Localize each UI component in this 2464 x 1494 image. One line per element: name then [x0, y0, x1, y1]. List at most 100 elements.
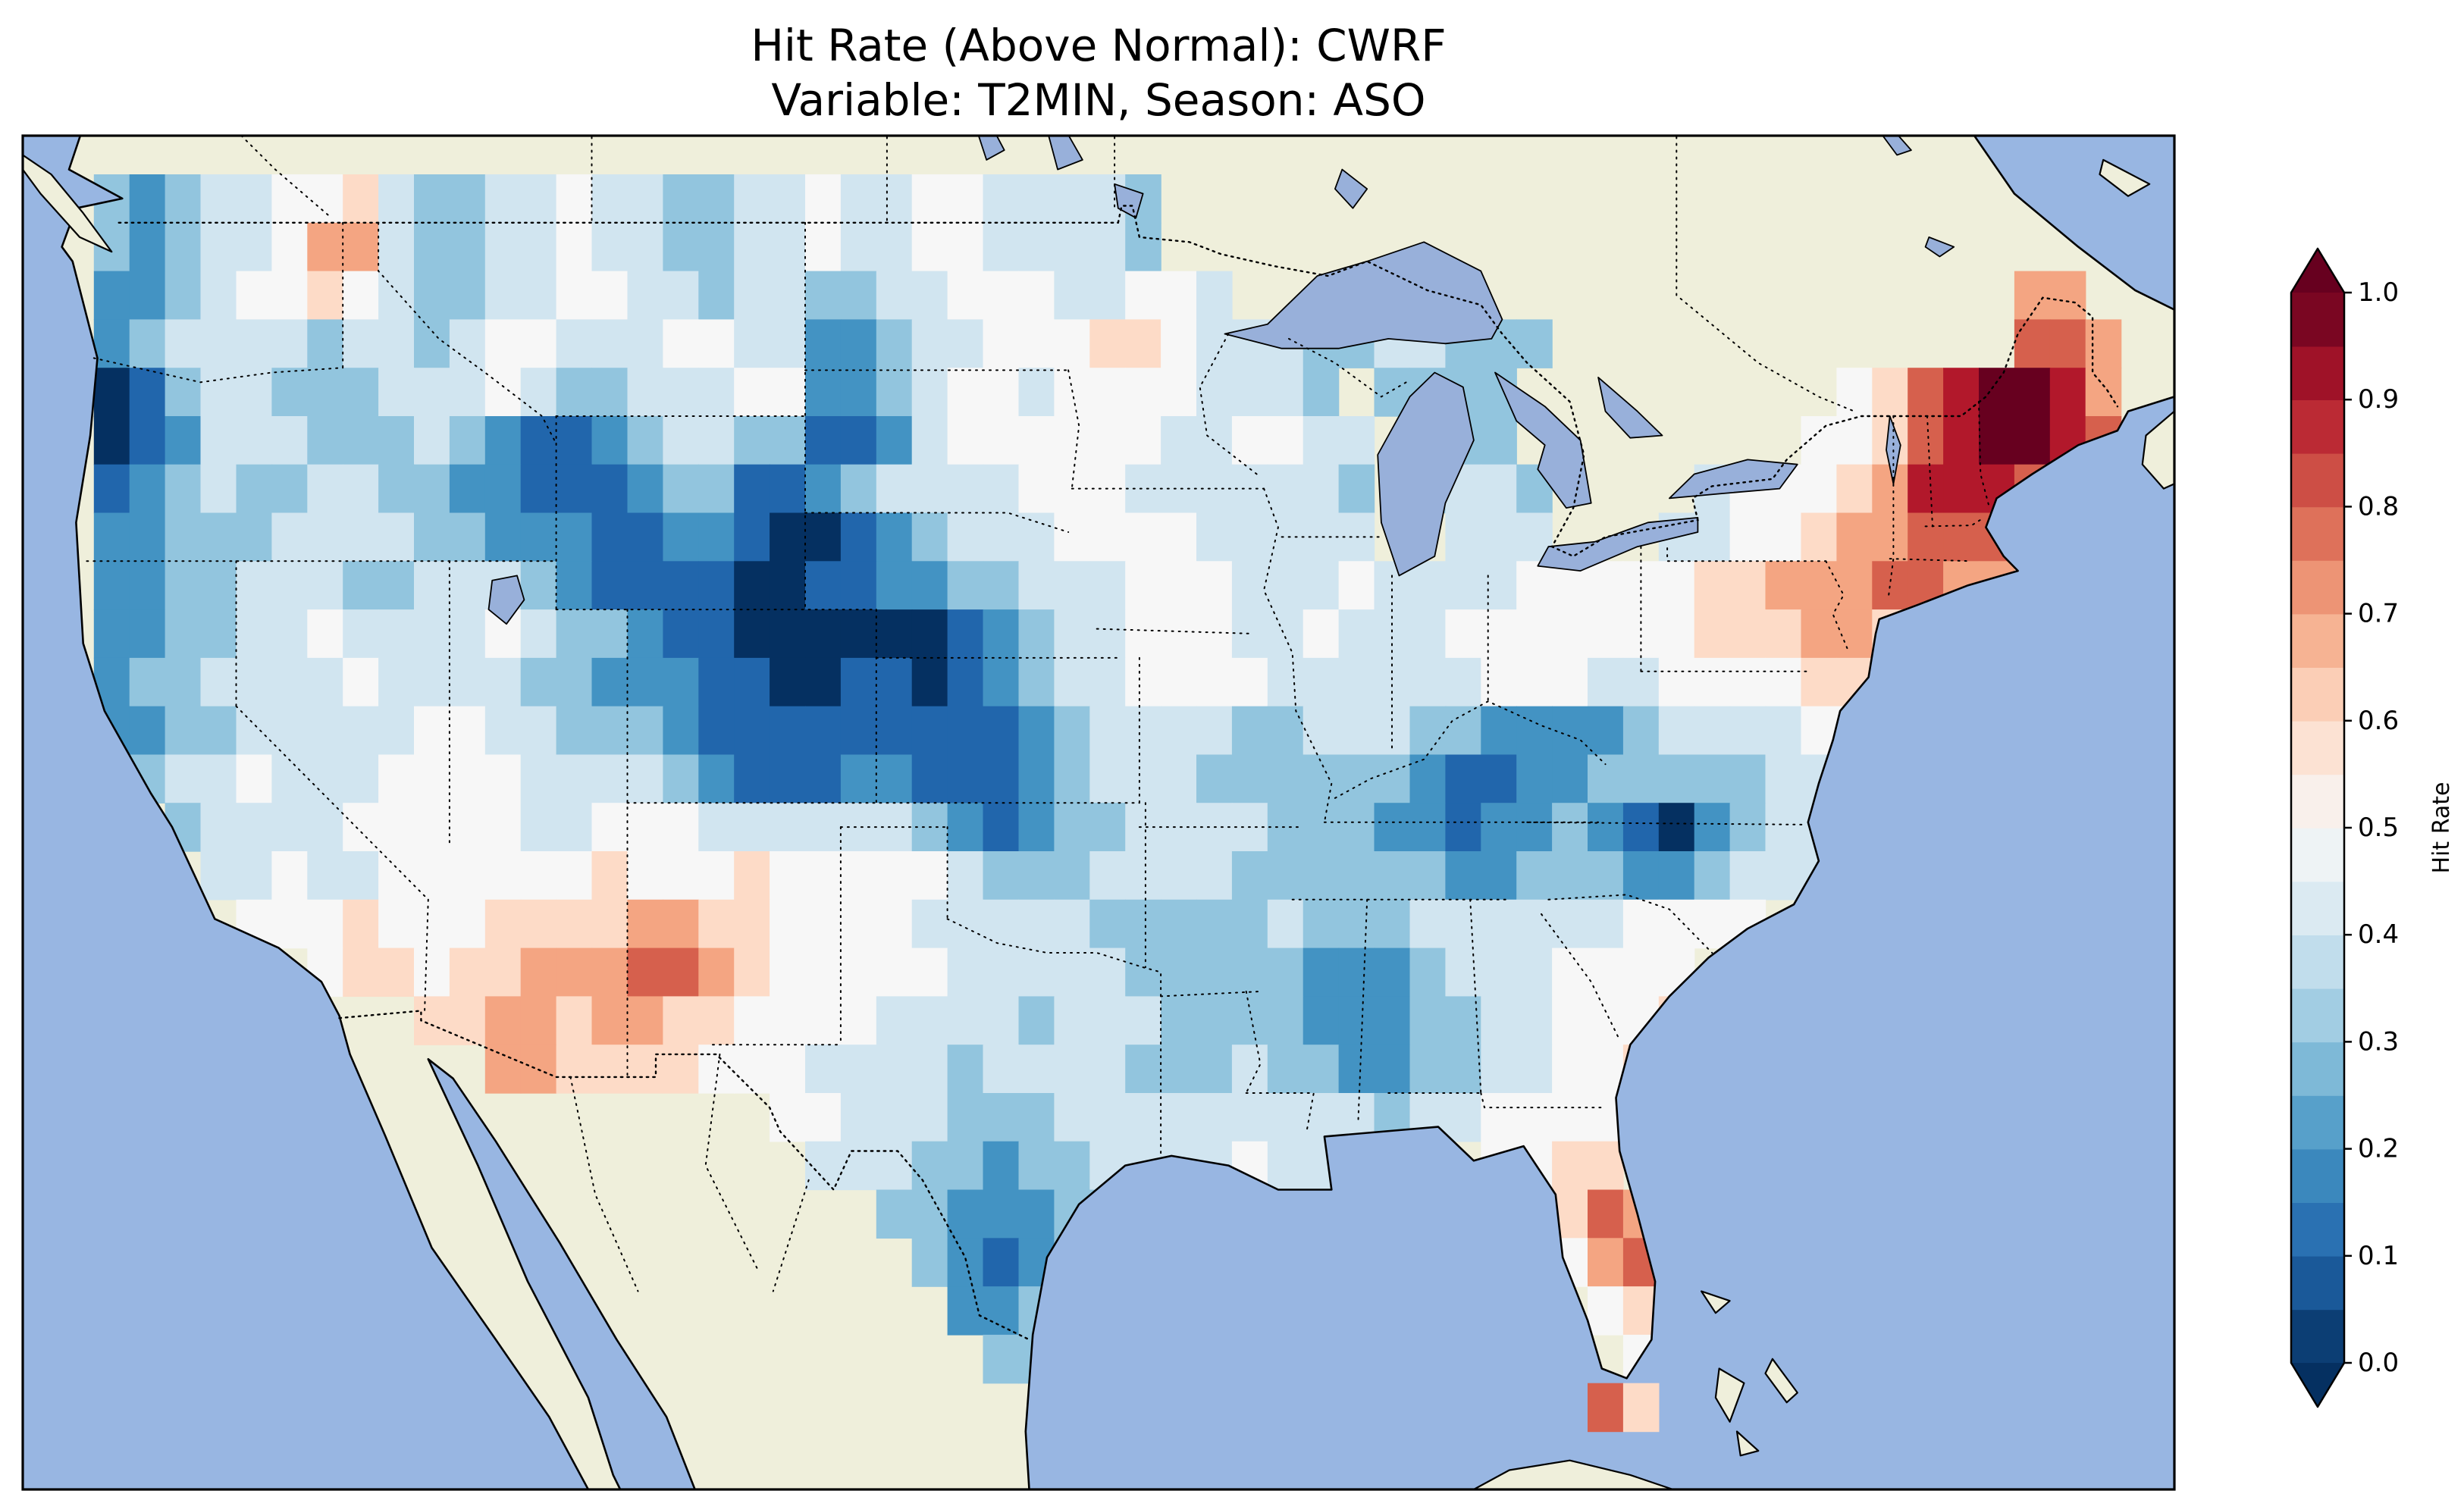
grid-cell	[983, 368, 1020, 417]
grid-cell	[770, 609, 806, 659]
grid-cell	[307, 899, 343, 949]
grid-cell	[876, 1045, 913, 1094]
grid-cell	[1054, 657, 1090, 707]
state-border	[1067, 369, 1080, 490]
grid-cell	[1338, 996, 1375, 1045]
grid-cell	[343, 222, 379, 272]
grid-cell	[129, 319, 166, 368]
grid-cell	[1374, 754, 1411, 803]
grid-cell	[911, 271, 948, 321]
grid-cell	[1481, 657, 1517, 707]
grid-cell	[1338, 657, 1375, 707]
grid-cell	[1089, 706, 1126, 756]
grid-cell	[1196, 609, 1233, 659]
grid-cell	[1908, 416, 1944, 465]
island	[1735, 1430, 1760, 1457]
state-border	[1666, 547, 1827, 562]
state-border	[378, 221, 556, 441]
grid-cell	[1338, 754, 1375, 803]
ocean-polygon	[1024, 396, 2174, 1489]
grid-cell	[2014, 368, 2051, 417]
grid-cell	[1658, 851, 1695, 900]
grid-cell	[734, 851, 770, 900]
grid-cell	[414, 657, 450, 707]
grid-cell	[307, 512, 343, 562]
grid-cell	[1089, 851, 1126, 900]
state-border	[1160, 991, 1262, 998]
grid-cell	[840, 416, 877, 465]
grid-cell	[556, 851, 593, 900]
grid-cell	[1338, 464, 1375, 514]
grid-cell	[1552, 996, 1588, 1045]
state-border	[1357, 898, 1368, 1123]
grid-cell	[663, 706, 699, 756]
grid-cell	[307, 319, 343, 368]
grid-cell	[484, 657, 522, 707]
grid-cell	[449, 803, 486, 852]
grid-cell	[876, 271, 913, 321]
grid-cell	[271, 706, 308, 756]
grid-cell	[378, 899, 415, 949]
grid-cell	[307, 561, 343, 610]
grid-cell	[840, 319, 877, 368]
grid-cell	[200, 174, 237, 224]
grid-cell	[1552, 706, 1588, 756]
grid-cell	[1018, 1141, 1055, 1191]
grid-cell	[1303, 561, 1340, 610]
grid-cell	[1338, 706, 1375, 756]
grid-cell	[947, 319, 984, 368]
grid-cell	[911, 1093, 948, 1142]
grid-cell	[591, 512, 629, 562]
grid-cell	[1516, 609, 1553, 659]
grid-cell	[876, 996, 913, 1045]
grid-cell	[805, 899, 842, 949]
colorbar-segment	[2291, 453, 2344, 508]
grid-cell	[947, 1093, 984, 1142]
heatmap-cells-overlay	[1588, 1383, 1660, 1433]
grid-cell	[983, 416, 1020, 465]
grid-cell	[1409, 899, 1447, 949]
grid-cell	[1125, 803, 1161, 852]
grid-cell	[236, 803, 273, 852]
grid-cell	[1588, 706, 1624, 756]
grid-cell	[93, 512, 130, 562]
grid-cell	[1481, 512, 1517, 562]
grid-cell	[911, 754, 948, 803]
colorbar-tick-label: 0.2	[2358, 1134, 2399, 1164]
grid-cell	[698, 851, 735, 900]
island	[2141, 410, 2174, 490]
grid-cell	[805, 609, 842, 659]
grid-cell	[627, 271, 664, 321]
grid-cell	[911, 1045, 948, 1094]
grid-cell	[1054, 947, 1090, 998]
grid-cell	[627, 947, 664, 998]
grid-cell	[876, 851, 913, 900]
grid-cell	[378, 416, 415, 465]
grid-cell	[1516, 851, 1553, 900]
grid-cell	[947, 996, 984, 1045]
grid-cell	[2085, 368, 2122, 417]
grid-cell	[556, 996, 593, 1045]
grid-cell	[1267, 416, 1304, 465]
grid-cell	[1125, 706, 1161, 756]
grid-cell	[1231, 996, 1268, 1045]
grid-cell	[627, 174, 664, 224]
grid-cell	[449, 174, 486, 224]
grid-cell	[1481, 851, 1517, 900]
grid-cell	[1089, 657, 1126, 707]
grid-cell	[1231, 368, 1268, 417]
grid-cell	[1089, 996, 1126, 1045]
grid-cell	[1409, 657, 1447, 707]
grid-cell	[698, 561, 735, 610]
colorbar-segment	[2291, 988, 2344, 1043]
grid-cell	[236, 609, 273, 659]
grid-cell	[1729, 561, 1766, 610]
grid-cell	[1622, 851, 1660, 900]
grid-cell	[1801, 657, 1838, 707]
grid-cell	[343, 174, 379, 224]
grid-cell	[414, 464, 450, 514]
grid-cell	[663, 368, 699, 417]
grid-cell	[1516, 899, 1553, 949]
grid-cell	[840, 899, 877, 949]
grid-cell	[1588, 754, 1624, 803]
